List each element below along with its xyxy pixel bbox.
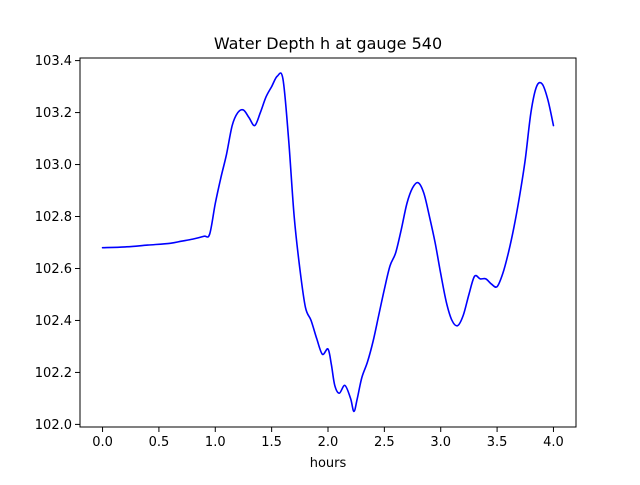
x-tick-label: 3.0 <box>430 435 451 450</box>
y-tick-label: 102.4 <box>35 314 72 329</box>
y-axis-ticks: 102.0 102.2 102.4 102.6 102.8 103.0 103.2 103.4 <box>35 54 80 433</box>
y-tick-label: 103.4 <box>35 54 72 69</box>
chart-title: Water Depth h at gauge 540 <box>214 34 442 53</box>
y-tick-label: 103.2 <box>35 106 72 121</box>
y-tick-label: 102.2 <box>35 366 72 381</box>
x-tick-label: 0.5 <box>149 435 170 450</box>
y-tick-label: 102.0 <box>35 418 72 433</box>
plot-area-frame <box>79 57 577 428</box>
x-axis-label: hours <box>310 456 347 471</box>
x-tick-label: 2.5 <box>374 435 395 450</box>
x-tick-label: 0.0 <box>92 435 113 450</box>
x-tick-label: 1.0 <box>205 435 226 450</box>
x-tick-label: 3.5 <box>487 435 508 450</box>
x-tick-label: 1.5 <box>261 435 282 450</box>
series-line <box>101 72 555 413</box>
x-tick-label: 4.0 <box>543 435 564 450</box>
x-axis-ticks: 0.0 0.5 1.0 1.5 2.0 2.5 3.0 3.5 4.0 <box>92 427 564 450</box>
y-tick-label: 102.6 <box>35 262 72 277</box>
y-tick-label: 102.8 <box>35 210 72 225</box>
x-tick-label: 2.0 <box>318 435 339 450</box>
y-tick-label: 103.0 <box>35 158 72 173</box>
